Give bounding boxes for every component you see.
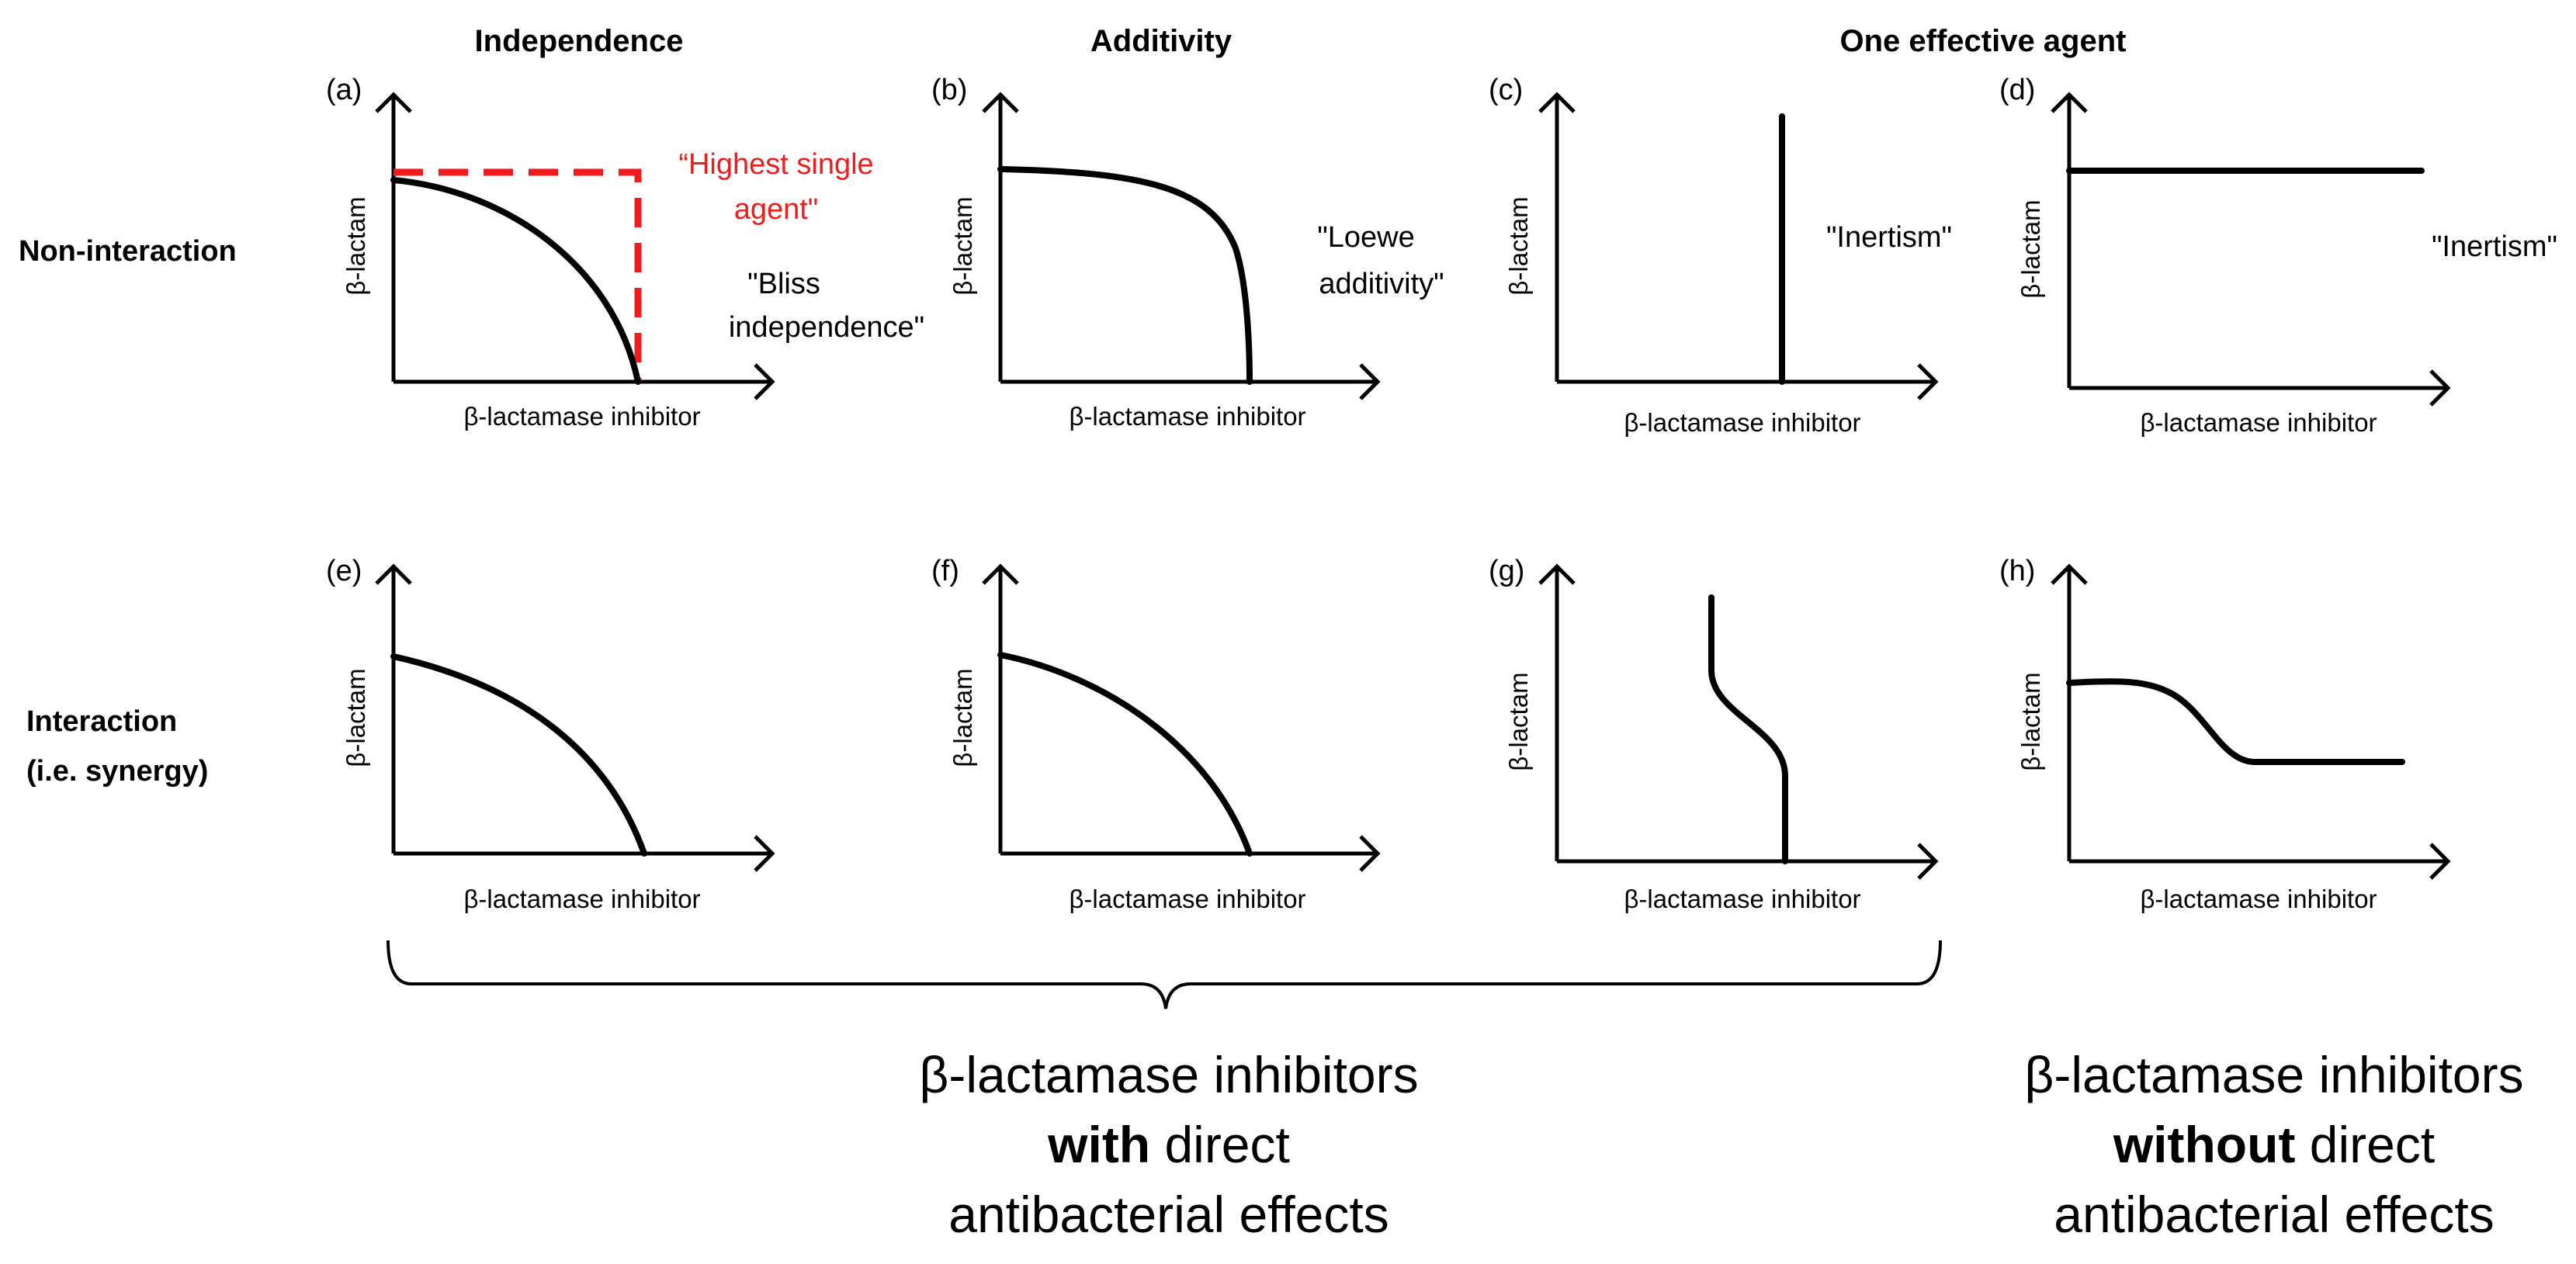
footer-left-line2: with direct: [1047, 1116, 1290, 1173]
footer-left-line1: β-lactamase inhibitors: [919, 1046, 1418, 1103]
footer-right-bold: without: [2113, 1116, 2296, 1173]
isobole-curve: [2066, 678, 2405, 765]
column-header-independence: Independence: [475, 24, 684, 58]
x-axis-label: β-lactamase inhibitor: [1624, 408, 1860, 437]
panel-f: (f) β-lactam β-lactamase inhibitor: [931, 555, 1381, 913]
panel-grid: (a) β-lactam β-lactamase inhibitor "Bliss in…: [326, 74, 2557, 913]
panel-label-c: (c): [1489, 74, 1523, 106]
x-axis-arrow-icon: [1917, 843, 1939, 880]
annotation-a-0: "Bliss: [747, 268, 820, 300]
isobole-curve: [1708, 594, 1788, 864]
footer-right-after-bold: direct: [2295, 1116, 2435, 1173]
x-axis-arrow-icon: [1359, 835, 1381, 872]
x-axis-label: β-lactamase inhibitor: [463, 885, 700, 913]
y-axis-label: β-lactam: [948, 196, 977, 295]
isobole-curve: [997, 652, 1253, 857]
footer-right-line3: antibacterial effects: [2054, 1186, 2494, 1243]
x-axis-arrow-icon: [754, 835, 775, 872]
x-axis-label: β-lactamase inhibitor: [1069, 885, 1305, 913]
x-axis-label: β-lactamase inhibitor: [2140, 885, 2377, 913]
panel-label-g: (g): [1489, 555, 1524, 587]
annotation-c-0: "Inertism": [1826, 221, 1952, 254]
footer-right-line1: β-lactamase inhibitors: [2024, 1046, 2523, 1103]
y-axis-label: β-lactam: [342, 196, 370, 295]
x-axis-label: β-lactamase inhibitor: [1069, 402, 1305, 431]
highest-single-agent-line: [394, 168, 642, 382]
panel-h: (h) β-lactam β-lactamase inhibitor: [1999, 555, 2451, 913]
y-axis-arrow-icon: [375, 563, 412, 585]
annotation-b-1: additivity": [1319, 268, 1444, 300]
panel-label-b: (b): [931, 74, 967, 106]
panel-c: (c) β-lactam β-lactamase inhibitor "Inertis…: [1489, 74, 1952, 437]
y-axis-label: β-lactam: [2016, 672, 2045, 771]
x-axis-label: β-lactamase inhibitor: [1624, 885, 1860, 913]
x-axis-arrow-icon: [1917, 363, 1939, 400]
panel-label-d: (d): [1999, 74, 2035, 106]
panel-label-e: (e): [326, 555, 362, 587]
y-axis-arrow-icon: [2051, 563, 2088, 585]
x-axis-arrow-icon: [754, 363, 775, 400]
x-axis-arrow-icon: [1359, 363, 1381, 400]
x-axis-arrow-icon: [2429, 369, 2451, 407]
x-axis-label: β-lactamase inhibitor: [463, 402, 700, 431]
y-axis-label: β-lactam: [1504, 196, 1533, 295]
isobole-curve: [390, 177, 641, 385]
panel-g: (g) β-lactam β-lactamase inhibitor: [1489, 555, 1939, 913]
annotation-a-1: independence": [729, 311, 924, 344]
annotation-red-a-0: “Highest single: [678, 148, 873, 181]
row-header-interaction: Interaction: [26, 705, 177, 738]
panel-label-h: (h): [1999, 555, 2035, 587]
isobole-curve: [390, 653, 647, 857]
panel-e: (e) β-lactam β-lactamase inhibitor: [326, 555, 775, 913]
y-axis-label: β-lactam: [342, 668, 370, 767]
row-header-non-interaction: Non-interaction: [19, 235, 237, 268]
panel-b: (b) β-lactam β-lactamase inhibitor "Loewe ad…: [931, 74, 1444, 431]
panel-d: (d) β-lactam β-lactamase inhibitor "Inertis…: [1999, 74, 2557, 437]
y-axis-arrow-icon: [2051, 92, 2088, 113]
column-header-additivity: Additivity: [1090, 24, 1233, 58]
footer-right-line2: without direct: [2113, 1116, 2435, 1173]
y-axis-arrow-icon: [982, 563, 1019, 585]
y-axis-label: β-lactam: [948, 668, 977, 767]
x-axis-label: β-lactamase inhibitor: [2140, 408, 2377, 437]
x-axis-arrow-icon: [2429, 843, 2451, 880]
grouping-brace: [387, 940, 1942, 1009]
column-header-one-effective-agent: One effective agent: [1839, 24, 2126, 58]
y-axis-label: β-lactam: [2016, 199, 2045, 298]
y-axis-arrow-icon: [375, 92, 412, 113]
panel-label-a: (a): [326, 74, 362, 106]
y-axis-arrow-icon: [982, 92, 1019, 113]
footer-left-after-bold: direct: [1150, 1116, 1290, 1173]
panel-a: (a) β-lactam β-lactamase inhibitor "Bliss in…: [326, 74, 924, 431]
annotation-b-0: "Loewe: [1317, 221, 1414, 254]
y-axis-label: β-lactam: [1504, 672, 1533, 771]
footer-left-line3: antibacterial effects: [948, 1186, 1389, 1243]
isobole-curve: [997, 166, 1253, 385]
footer-left-bold: with: [1047, 1116, 1150, 1173]
y-axis-arrow-icon: [1538, 563, 1576, 585]
annotation-red-a-1: agent": [734, 193, 819, 226]
annotation-d-0: "Inertism": [2432, 230, 2557, 263]
panel-label-f: (f): [931, 555, 959, 587]
y-axis-arrow-icon: [1538, 92, 1576, 113]
row-header-interaction-synergy: (i.e. synergy): [26, 755, 208, 788]
